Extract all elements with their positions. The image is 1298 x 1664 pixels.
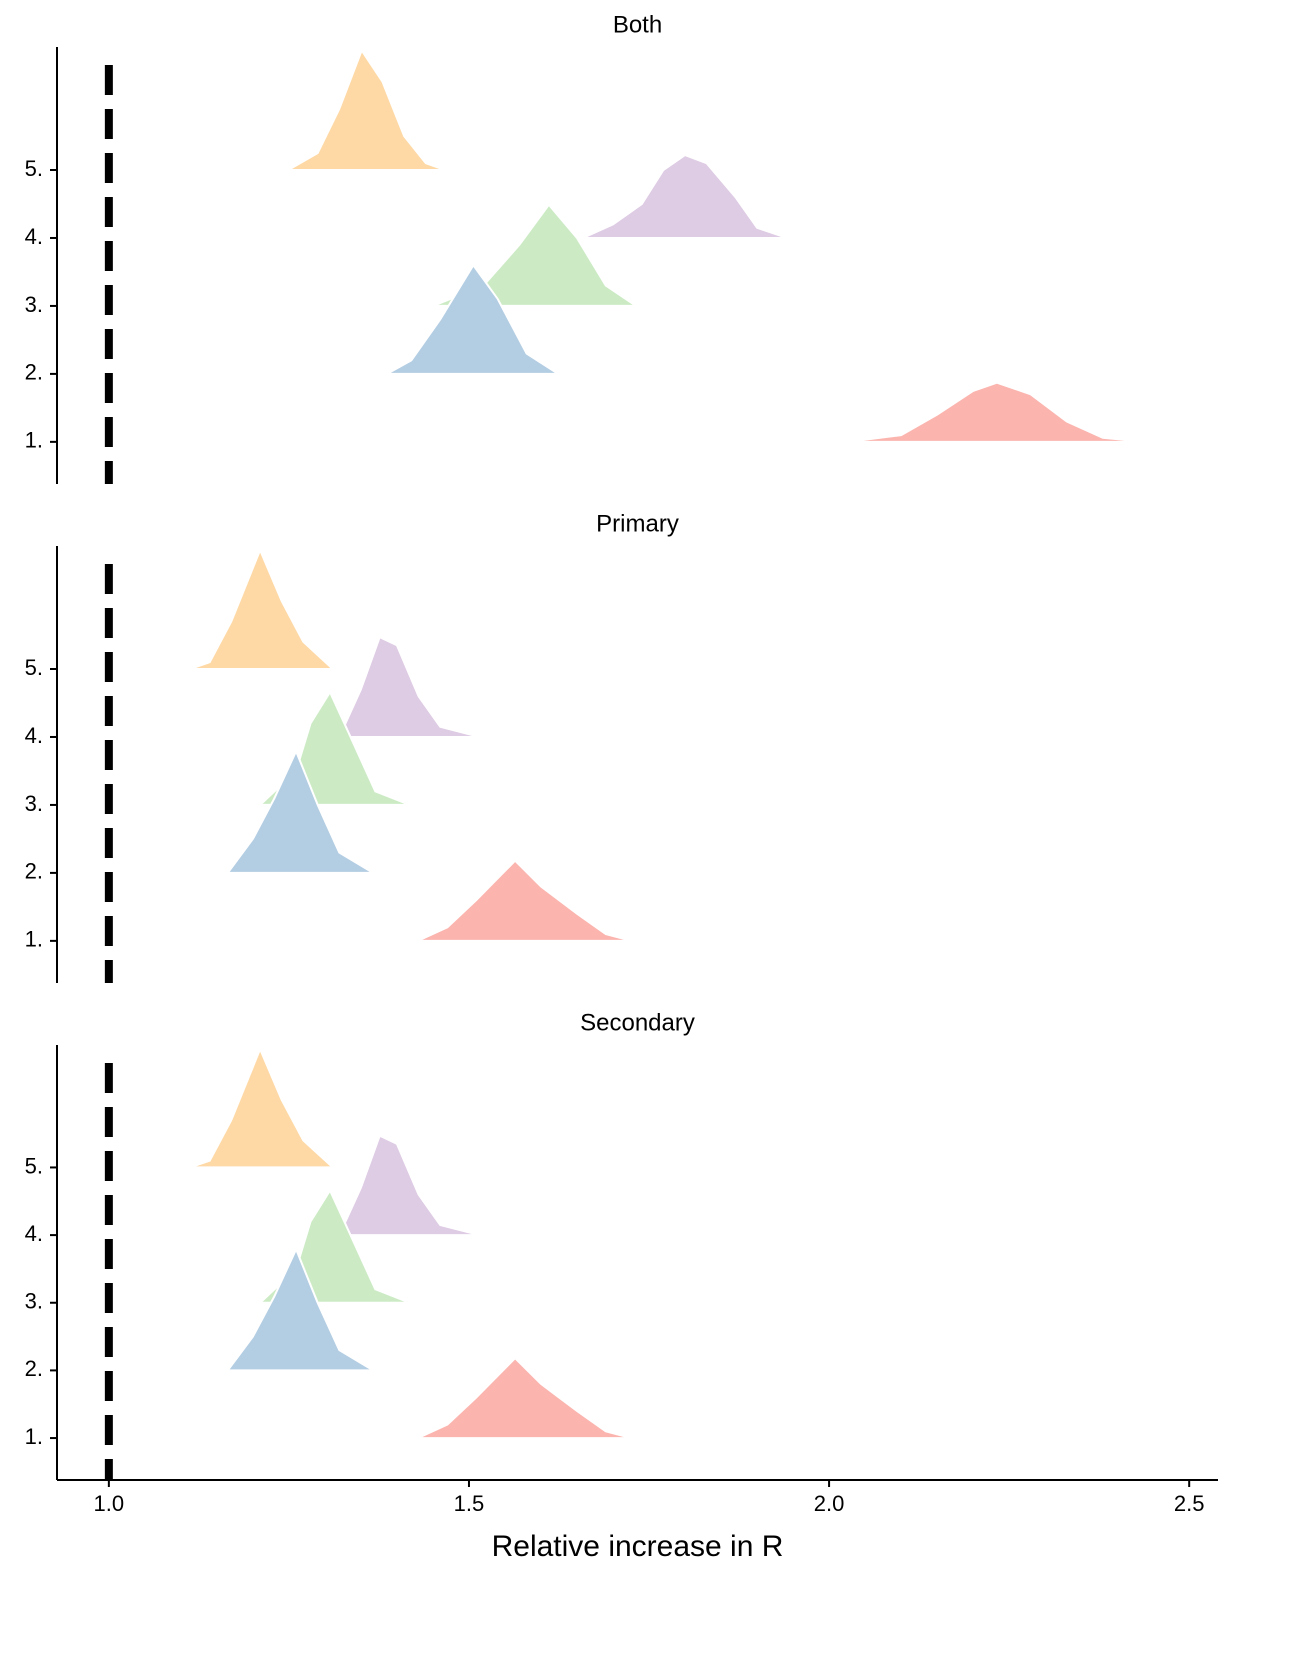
ridge	[225, 748, 377, 874]
y-tick-label: 3.	[25, 292, 43, 317]
y-tick-label: 3.	[25, 1289, 43, 1314]
y-tick-label: 4.	[25, 723, 43, 748]
y-tick-label: 4.	[25, 1221, 43, 1246]
y-tick-label: 4.	[25, 224, 43, 249]
y-tick-label: 2.	[25, 360, 43, 385]
panel-title: Secondary	[580, 1009, 695, 1036]
ridge	[225, 1246, 377, 1372]
ridge	[432, 203, 640, 307]
ridge	[337, 635, 481, 738]
x-axis-title: Relative increase in R	[492, 1530, 784, 1563]
ridge	[284, 48, 446, 171]
y-tick-label: 1.	[25, 1424, 43, 1449]
ridge	[417, 1356, 632, 1440]
y-tick-label: 5.	[25, 156, 43, 181]
y-tick-label: 1.	[25, 428, 43, 453]
panel-title: Both	[613, 11, 662, 38]
ridge	[189, 1046, 336, 1169]
panel-title: Primary	[596, 510, 679, 537]
y-tick-label: 5.	[25, 655, 43, 680]
y-tick-label: 3.	[25, 791, 43, 816]
x-tick-label: 2.0	[814, 1491, 845, 1516]
x-tick-label: 2.5	[1174, 1491, 1205, 1516]
x-tick-label: 1.5	[454, 1491, 485, 1516]
ridge	[337, 1134, 481, 1237]
ridge	[383, 263, 562, 375]
y-tick-label: 2.	[25, 859, 43, 884]
y-tick-label: 1.	[25, 927, 43, 952]
ridge	[847, 381, 1146, 443]
y-tick-label: 2.	[25, 1356, 43, 1381]
ridge	[189, 547, 336, 670]
ridge	[582, 153, 788, 239]
y-tick-label: 5.	[25, 1153, 43, 1178]
ridge	[417, 859, 632, 942]
x-tick-label: 1.0	[94, 1491, 125, 1516]
